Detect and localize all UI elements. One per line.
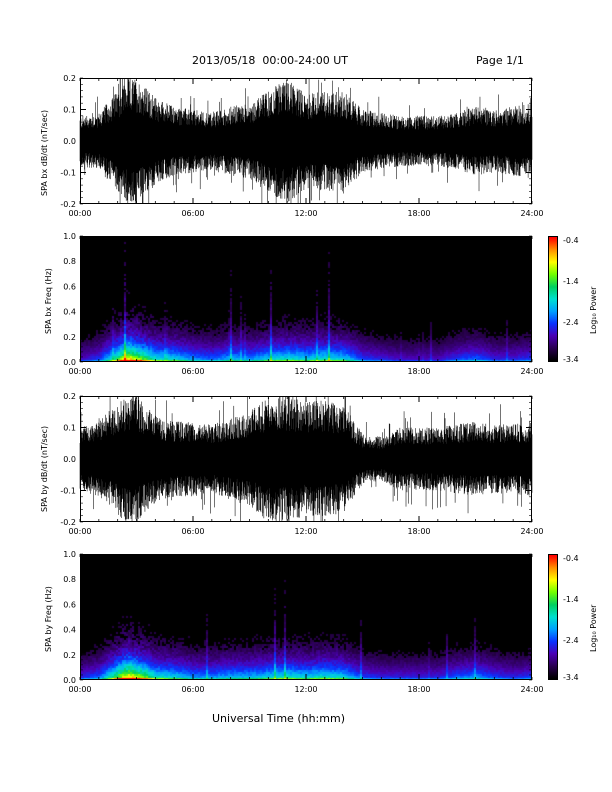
x-tick-label: 24:00 <box>520 367 543 376</box>
y-tick-label: 0.4 <box>63 626 76 635</box>
y-tick-label: 0.8 <box>63 575 76 584</box>
x-tick-label: 24:00 <box>520 685 543 694</box>
x-tick-label: 06:00 <box>181 685 204 694</box>
axes-3: 00:00 06:00 12:00 18:00 24:00 0.0 0.2 0.4 0.6 0.8… <box>63 550 543 694</box>
y-tick-label: -0.1 <box>60 487 76 496</box>
bx-spectrogram-axes: 00:00 06:00 12:00 18:00 24:00 0.0 0.2 0.4 0.6 0.8… <box>63 232 543 376</box>
x-tick-label: 06:00 <box>181 367 204 376</box>
y-tick-label: 1.0 <box>63 232 76 241</box>
y-tick-label: 0.4 <box>63 308 76 317</box>
bx-spectrogram-panel: 00:00 06:00 12:00 18:00 24:00 0.0 0.2 0.4 0.6 0.8… <box>63 232 543 376</box>
dbdt-trace <box>79 396 533 522</box>
axes-0: 00:00 06:00 12:00 18:00 24:00 -0.2 -0.1 0.0 0.1 0… <box>60 74 543 218</box>
plot-title: 2013/05/18 00:00-24:00 UT <box>192 54 349 67</box>
colorbar-1-tick-max: -0.4 <box>563 236 579 245</box>
by-spectrogram-axes: 00:00 06:00 12:00 18:00 24:00 0.0 0.2 0.4 0.6 0.8… <box>63 550 543 694</box>
x-tick-label: 06:00 <box>181 527 204 536</box>
bx-dbdt-panel: 00:00 06:00 12:00 18:00 24:00 -0.2 -0.1 0.0 0.1 0… <box>60 74 543 218</box>
bx-freq-ylabel: SPA bx Freq (Hz) <box>44 268 53 334</box>
y-tick-label: 0.0 <box>63 137 76 146</box>
by-dbdt-panel: 00:00 06:00 12:00 18:00 24:00 -0.2 -0.1 0.0 0.1 0… <box>60 392 543 536</box>
y-tick-label: 0.2 <box>63 651 76 660</box>
axes-1: 00:00 06:00 12:00 18:00 24:00 0.0 0.2 0.4 0.6 0.8… <box>63 232 543 376</box>
y-tick-label: 0.8 <box>63 257 76 266</box>
y-tick-label: 0.6 <box>63 282 76 291</box>
x-tick-label: 12:00 <box>294 209 317 218</box>
bx-dbdt-ylabel: SPA bx dB/dt (nT/sec) <box>40 109 49 196</box>
x-tick-label: 00:00 <box>68 367 91 376</box>
y-tick-label: 0.0 <box>63 676 76 685</box>
x-axis-label: Universal Time (hh:mm) <box>212 712 345 725</box>
x-tick-label: 12:00 <box>294 367 317 376</box>
waveform-series <box>79 78 533 204</box>
x-tick-label: 00:00 <box>68 527 91 536</box>
x-tick-label: 24:00 <box>520 527 543 536</box>
colorbar-2-tick-max: -0.4 <box>563 554 579 563</box>
x-tick-label: 18:00 <box>407 685 430 694</box>
y-tick-label: -0.2 <box>60 518 76 527</box>
y-tick-label: 0.0 <box>63 358 76 367</box>
y-tick-label: 0.6 <box>63 600 76 609</box>
y-tick-label: -0.1 <box>60 169 76 178</box>
page-indicator: Page 1/1 <box>476 54 524 67</box>
plot-frame <box>80 554 532 680</box>
waveform-series <box>79 396 533 522</box>
colorbar-1 <box>548 236 558 362</box>
by-spectrogram-panel: 00:00 06:00 12:00 18:00 24:00 0.0 0.2 0.4 0.6 0.8… <box>63 550 543 694</box>
axes-2: 00:00 06:00 12:00 18:00 24:00 -0.2 -0.1 0.0 0.1 0… <box>60 392 543 536</box>
colorbar-2-tick-3: -2.4 <box>563 636 579 645</box>
y-tick-label: 0.0 <box>63 455 76 464</box>
x-tick-label: 18:00 <box>407 209 430 218</box>
y-tick-label: 0.2 <box>63 392 76 401</box>
colorbar-1-tick-min: -3.4 <box>563 355 579 364</box>
colorbar-1-tick-3: -2.4 <box>563 318 579 327</box>
x-tick-label: 18:00 <box>407 367 430 376</box>
bx-dbdt-plot: 00:00 06:00 12:00 18:00 24:00 -0.2 -0.1 0.0 0.1 0… <box>60 74 543 218</box>
x-tick-label: 24:00 <box>520 209 543 218</box>
y-tick-label: 1.0 <box>63 550 76 559</box>
y-tick-label: -0.2 <box>60 200 76 209</box>
x-tick-label: 06:00 <box>181 209 204 218</box>
by-dbdt-plot: 00:00 06:00 12:00 18:00 24:00 -0.2 -0.1 0.0 0.1 0… <box>60 392 543 536</box>
y-tick-label: 0.1 <box>63 424 76 433</box>
y-tick-label: 0.2 <box>63 333 76 342</box>
x-tick-label: 00:00 <box>68 209 91 218</box>
colorbar-2-tick-min: -3.4 <box>563 673 579 682</box>
dbdt-trace <box>79 78 533 204</box>
colorbar-1-tick-2: -1.4 <box>563 277 579 286</box>
by-spectrogram-canvas <box>80 554 532 680</box>
bx-spectrogram-canvas <box>80 236 532 362</box>
colorbar-1-label: Log₁₀ Power <box>589 286 598 334</box>
y-tick-label: 0.1 <box>63 106 76 115</box>
x-tick-label: 12:00 <box>294 685 317 694</box>
plot-frame <box>80 236 532 362</box>
by-freq-ylabel: SPA by Freq (Hz) <box>44 586 53 652</box>
colorbar-2-label: Log₁₀ Power <box>589 604 598 652</box>
colorbar-2 <box>548 554 558 680</box>
y-tick-label: 0.2 <box>63 74 76 83</box>
x-tick-label: 12:00 <box>294 527 317 536</box>
by-dbdt-ylabel: SPA by dB/dt (nT/sec) <box>40 425 49 512</box>
x-tick-label: 18:00 <box>407 527 430 536</box>
colorbar-2-tick-2: -1.4 <box>563 595 579 604</box>
x-tick-label: 00:00 <box>68 685 91 694</box>
